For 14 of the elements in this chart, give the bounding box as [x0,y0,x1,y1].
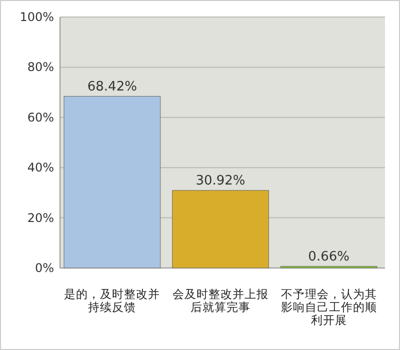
y-tick-label: 80% [27,60,54,74]
y-tick-label: 20% [27,210,54,225]
data-label: 30.92% [196,173,246,188]
ytick: 80% [27,60,386,74]
x-tick-label: 会及时整改并上报后就算完事 [172,287,268,314]
y-tick-label: 40% [27,160,54,175]
y-tick-label: 100% [20,10,54,24]
x-tick-label: 是的，及时整改并持续反馈 [64,287,160,314]
x-tick-label: 不予理会，认为其影响自己工作的顺利开展 [280,287,377,327]
data-label: 0.66% [308,249,350,264]
data-label: 68.42% [87,79,137,94]
y-tick-label: 60% [27,110,54,124]
ytick: 100% [20,10,386,24]
y-tick-label: 0% [34,261,54,275]
